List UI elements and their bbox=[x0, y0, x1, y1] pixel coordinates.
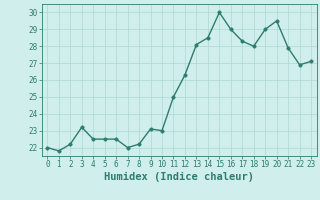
X-axis label: Humidex (Indice chaleur): Humidex (Indice chaleur) bbox=[104, 172, 254, 182]
